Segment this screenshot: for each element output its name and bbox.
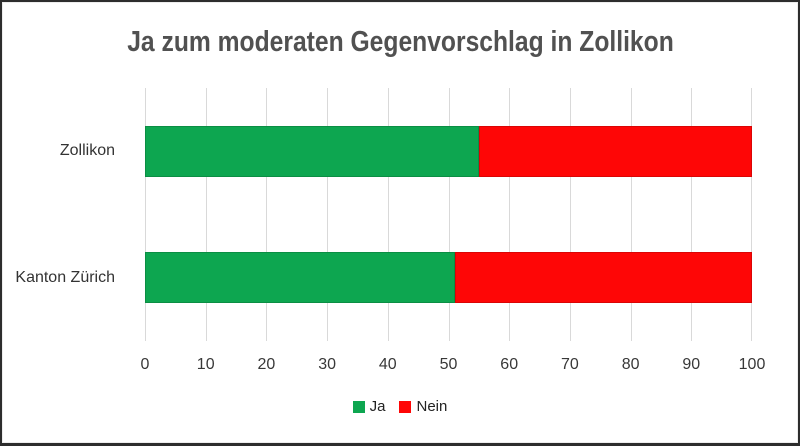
x-tick-label-40: 40 <box>378 356 397 373</box>
gridline-x-40 <box>387 88 389 341</box>
gridline-x-50 <box>448 88 450 341</box>
x-tick-label-70: 70 <box>560 356 579 373</box>
x-tick-label-80: 80 <box>621 356 640 373</box>
bar-zollikon <box>145 125 752 177</box>
x-tick-label-0: 0 <box>140 356 150 373</box>
category-axis-labels: Zollikon Kanton Zürich <box>2 88 130 341</box>
x-tick-label-10: 10 <box>196 356 215 373</box>
gridline-x-30 <box>327 88 329 341</box>
legend-swatch-nein <box>399 400 412 413</box>
x-tick-label-60: 60 <box>500 356 519 373</box>
gridline-x-90 <box>691 88 693 341</box>
gridline-x-0 <box>145 88 146 341</box>
legend-label-ja: Ja <box>369 398 386 415</box>
x-tick-label-20: 20 <box>257 356 276 373</box>
legend-item-nein: Nein <box>399 398 447 415</box>
gridline-x-60 <box>509 88 511 341</box>
segment-ja <box>145 125 479 177</box>
x-tick-label-50: 50 <box>439 356 458 373</box>
x-tick-label-90: 90 <box>682 356 701 373</box>
legend: Ja Nein <box>2 398 798 415</box>
segment-ja <box>145 252 455 304</box>
x-tick-label-100: 100 <box>738 356 766 373</box>
category-label-zollikon: Zollikon <box>59 142 115 160</box>
gridline-x-70 <box>569 88 571 341</box>
legend-swatch-ja <box>352 400 365 413</box>
category-label-kanton-z-rich: Kanton Zürich <box>15 268 115 286</box>
x-axis-tick-labels: 0 10 20 30 40 50 60 70 80 90 100 <box>141 354 766 376</box>
gridline-x-20 <box>266 88 268 341</box>
chart-title: Ja zum moderaten Gegenvorschlag in Zolli… <box>126 26 674 58</box>
plot-area <box>145 88 752 341</box>
gridline-x-80 <box>630 88 632 341</box>
gridline-x-100 <box>751 88 752 341</box>
segment-nein <box>454 252 752 304</box>
chart-title-wrap: Ja zum moderaten Gegenvorschlag in Zolli… <box>2 26 798 59</box>
legend-item-ja: Ja <box>352 398 386 415</box>
segment-nein <box>478 125 752 177</box>
legend-label-nein: Nein <box>416 398 448 415</box>
bar-kanton-z-rich <box>145 252 752 304</box>
gridline-x-10 <box>205 88 207 341</box>
x-tick-label-30: 30 <box>318 356 336 373</box>
